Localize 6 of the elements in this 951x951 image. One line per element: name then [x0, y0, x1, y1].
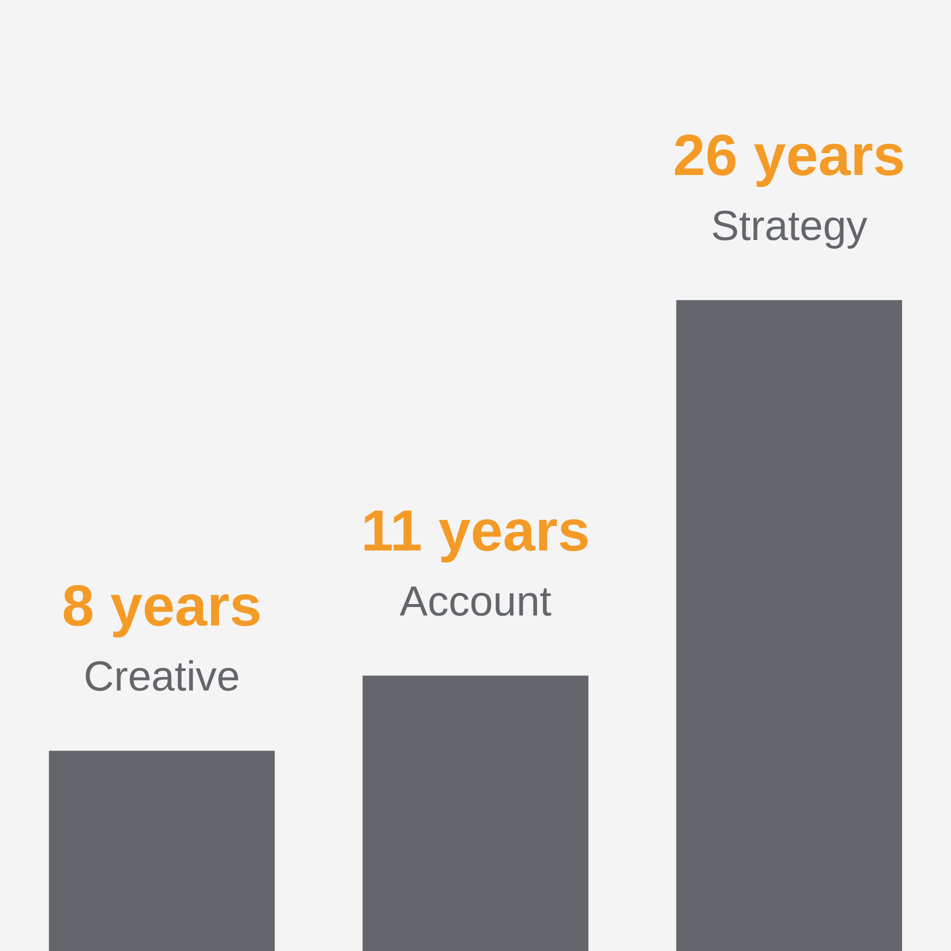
x-tick-label: Creative: [84, 652, 240, 700]
data-label: 8 years: [62, 574, 262, 639]
data-label: 26 years: [673, 123, 906, 188]
data-label: 11 years: [360, 498, 590, 564]
x-tick-label: Account: [400, 578, 552, 625]
x-tick-label: Strategy: [710, 202, 868, 250]
